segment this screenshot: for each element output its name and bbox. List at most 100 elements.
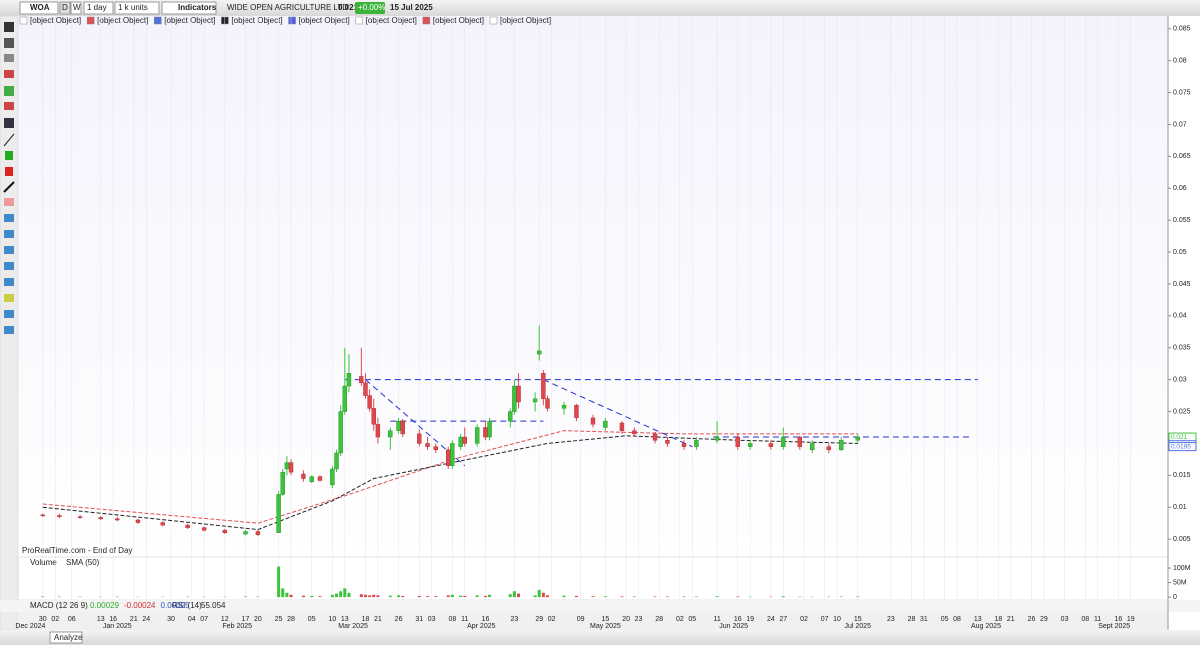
- candle-body: [40, 514, 46, 517]
- x-tick-label: 31: [415, 616, 423, 623]
- tool[interactable]: [3, 133, 15, 147]
- candle-body: [375, 424, 381, 438]
- tool[interactable]: [4, 86, 14, 96]
- candle-body: [574, 404, 579, 419]
- tool[interactable]: [4, 22, 14, 32]
- tool[interactable]: [4, 294, 14, 302]
- analyze-button[interactable]: [49, 631, 83, 644]
- x-tick-label: 02: [51, 616, 59, 623]
- legend-swatch: [422, 16, 431, 25]
- tool[interactable]: [4, 230, 14, 238]
- volume-bar: [388, 595, 392, 598]
- y-tick-label: 0.065: [1173, 153, 1191, 160]
- x-tick-label: 25: [275, 616, 283, 623]
- candle-body: [371, 408, 376, 425]
- y-tick-label: 0.055: [1173, 217, 1191, 224]
- x-tick-label: 24: [767, 616, 775, 623]
- x-tick-label: 10: [328, 616, 336, 623]
- volume-bar: [839, 596, 843, 598]
- timeframe: 1 day: [87, 3, 107, 12]
- tool[interactable]: [3, 181, 15, 193]
- volume-bar: [512, 591, 516, 598]
- volume-bar: [417, 595, 421, 598]
- candle-body: [433, 446, 439, 451]
- legend-swatch: [19, 16, 28, 25]
- volume-bar: [318, 596, 322, 598]
- candle-body: [417, 433, 422, 444]
- price-label: 0.0195: [1171, 443, 1191, 450]
- tool[interactable]: [4, 38, 14, 48]
- period-label: W: [73, 3, 81, 12]
- x-tick-label: 06: [68, 616, 76, 623]
- volume-bar: [335, 593, 339, 598]
- legend-swatch: [86, 16, 95, 25]
- candle-body: [288, 462, 294, 473]
- tool[interactable]: [5, 167, 13, 176]
- x-tick-label: 29: [535, 616, 543, 623]
- tool[interactable]: [5, 151, 13, 160]
- units-select[interactable]: [114, 1, 160, 15]
- tool[interactable]: [4, 198, 14, 206]
- x-tick-label: 23: [511, 616, 519, 623]
- x-tick-label: 26: [395, 616, 403, 623]
- candle-body: [342, 385, 347, 412]
- x-tick-label: 30: [39, 616, 47, 623]
- tool[interactable]: [4, 326, 14, 334]
- candle-body: [280, 471, 285, 495]
- volume-bar: [368, 595, 372, 598]
- volume-bar: [694, 596, 698, 598]
- tool[interactable]: [4, 246, 14, 254]
- tool[interactable]: [4, 118, 14, 128]
- tool[interactable]: [4, 70, 14, 78]
- y-tick-label: 0.085: [1173, 26, 1191, 33]
- x-tick-label: 31: [920, 616, 928, 623]
- tool[interactable]: [4, 54, 14, 62]
- volume-legend: Volume: [30, 558, 57, 567]
- y-tick-label: 0.01: [1173, 504, 1187, 511]
- legend-swatch: [489, 16, 498, 25]
- candle-body: [632, 430, 637, 435]
- period-button[interactable]: [70, 1, 82, 15]
- indicators-button[interactable]: [161, 1, 217, 15]
- tool[interactable]: [4, 102, 14, 110]
- candle-body: [388, 430, 393, 438]
- y-tick-label: 0.015: [1173, 472, 1191, 479]
- y-tick-label: 0.07: [1173, 121, 1187, 128]
- period-button[interactable]: [59, 1, 71, 15]
- candle-body: [483, 427, 488, 438]
- volume-bar: [343, 588, 347, 598]
- y-tick-label: 0.075: [1173, 89, 1191, 96]
- tool[interactable]: [4, 278, 14, 286]
- macd-value: 0.00005: [161, 601, 190, 610]
- candle-body: [561, 404, 567, 409]
- y-tick-label: 0.005: [1173, 536, 1191, 543]
- symbol: WOA: [30, 3, 50, 12]
- x-tick-label: 07: [821, 616, 829, 623]
- x-tick-label: 11: [461, 616, 468, 623]
- timeframe-select[interactable]: [83, 1, 114, 15]
- month-label: Aug 2025: [971, 623, 1001, 630]
- legend-label: [object Object]: [500, 16, 551, 25]
- last-price: 0.021: [338, 3, 359, 12]
- tool[interactable]: [4, 262, 14, 270]
- candle-body: [425, 443, 430, 447]
- volume-bar: [541, 592, 545, 598]
- candle-body: [512, 385, 517, 412]
- symbol-box[interactable]: [19, 1, 59, 15]
- tool[interactable]: [4, 310, 14, 318]
- month-label: Jun 2025: [719, 623, 748, 630]
- candle-body: [367, 395, 372, 409]
- candle-body: [77, 516, 83, 519]
- candle-body: [450, 443, 455, 466]
- tool[interactable]: [4, 214, 14, 222]
- volume-bar: [459, 595, 463, 598]
- x-tick-label: 03: [1061, 616, 1069, 623]
- legend-label: [object Object]: [30, 16, 81, 25]
- candle-body: [458, 436, 463, 447]
- candle-body: [400, 420, 405, 435]
- candle-body: [115, 518, 120, 521]
- legend-label: [object Object]: [433, 16, 484, 25]
- volume-bar: [562, 595, 566, 598]
- candle-body: [243, 531, 248, 535]
- candle-body: [839, 440, 844, 451]
